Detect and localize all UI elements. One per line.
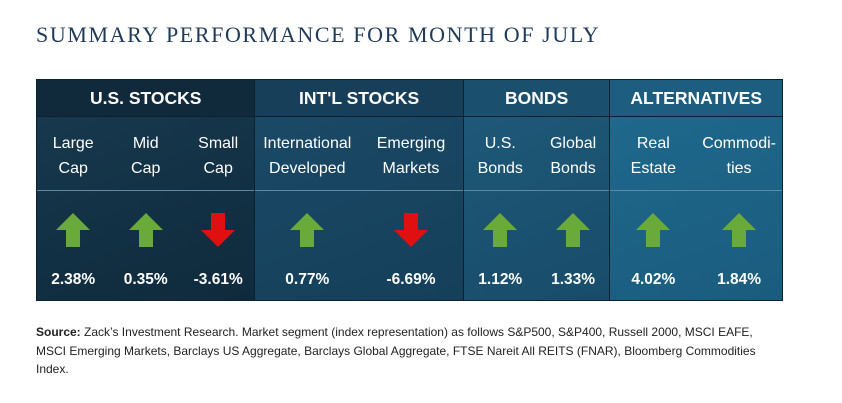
performance-value: 0.77% — [285, 271, 330, 288]
group-header: U.S. STOCKS — [37, 80, 255, 117]
group-bonds: BONDS U.S. Bonds 1.12% Global Bonds 1.33% — [463, 80, 611, 300]
divider — [610, 190, 697, 191]
divider — [463, 190, 537, 191]
column-label: Commodi-ties — [702, 135, 776, 177]
page-title: SUMMARY PERFORMANCE FOR MONTH OF JULY — [36, 22, 601, 47]
divider — [37, 190, 110, 191]
column-commodities: Commodi-ties 1.84% — [696, 117, 782, 300]
performance-value: 1.12% — [478, 271, 523, 288]
up-arrow-icon — [290, 213, 325, 247]
performance-value: 0.35% — [123, 271, 168, 288]
performance-table: U.S. STOCKS Large Cap 2.38% Mid Cap 0.35% — [36, 79, 783, 301]
divider — [696, 190, 782, 191]
column-label: Large Cap — [52, 135, 94, 177]
down-arrow-icon — [201, 213, 236, 247]
divider — [359, 190, 463, 191]
divider — [536, 190, 610, 191]
column-label: Small Cap — [198, 135, 239, 177]
performance-value: 2.38% — [51, 271, 96, 288]
column-large-cap: Large Cap 2.38% — [37, 117, 110, 300]
down-arrow-icon — [393, 213, 428, 247]
column-label: Emerging Markets — [376, 135, 446, 177]
up-arrow-icon — [636, 213, 671, 247]
column-global-bonds: Global Bonds 1.33% — [536, 117, 610, 300]
source-text: Zack’s Investment Research. Market segme… — [36, 325, 756, 376]
performance-value: -6.69% — [386, 271, 436, 288]
column-label: Real Estate — [630, 135, 677, 177]
group-header: INT'L STOCKS — [255, 80, 463, 117]
column-international-developed: International Developed 0.77% — [255, 117, 360, 300]
group-alternatives: ALTERNATIVES Real Estate 4.02% Commodi-ti… — [610, 80, 782, 300]
group-intl-stocks: INT'L STOCKS International Developed 0.77… — [255, 80, 464, 300]
group-header: ALTERNATIVES — [610, 80, 782, 117]
up-arrow-icon — [483, 213, 518, 247]
group-us-stocks: U.S. STOCKS Large Cap 2.38% Mid Cap 0.35% — [37, 80, 256, 300]
performance-value: 1.33% — [551, 271, 596, 288]
column-label: Global Bonds — [549, 135, 597, 177]
column-label: International Developed — [263, 135, 352, 177]
up-arrow-icon — [128, 213, 163, 247]
source-label: Source: — [36, 325, 81, 339]
column-emerging-markets: Emerging Markets -6.69% — [359, 117, 463, 300]
up-arrow-icon — [556, 213, 591, 247]
column-label: U.S. Bonds — [477, 135, 523, 177]
group-header: BONDS — [463, 80, 610, 117]
up-arrow-icon — [56, 213, 91, 247]
divider — [109, 190, 182, 191]
column-small-cap: Small Cap -3.61% — [181, 117, 255, 300]
performance-value: -3.61% — [193, 271, 243, 288]
divider — [181, 190, 255, 191]
column-real-estate: Real Estate 4.02% — [610, 117, 697, 300]
column-mid-cap: Mid Cap 0.35% — [109, 117, 182, 300]
performance-value: 1.84% — [717, 271, 762, 288]
performance-value: 4.02% — [631, 271, 676, 288]
source-note: Source: Zack’s Investment Research. Mark… — [36, 323, 786, 379]
column-label: Mid Cap — [131, 135, 161, 177]
column-us-bonds: U.S. Bonds 1.12% — [463, 117, 537, 300]
divider — [255, 190, 360, 191]
up-arrow-icon — [722, 213, 757, 247]
